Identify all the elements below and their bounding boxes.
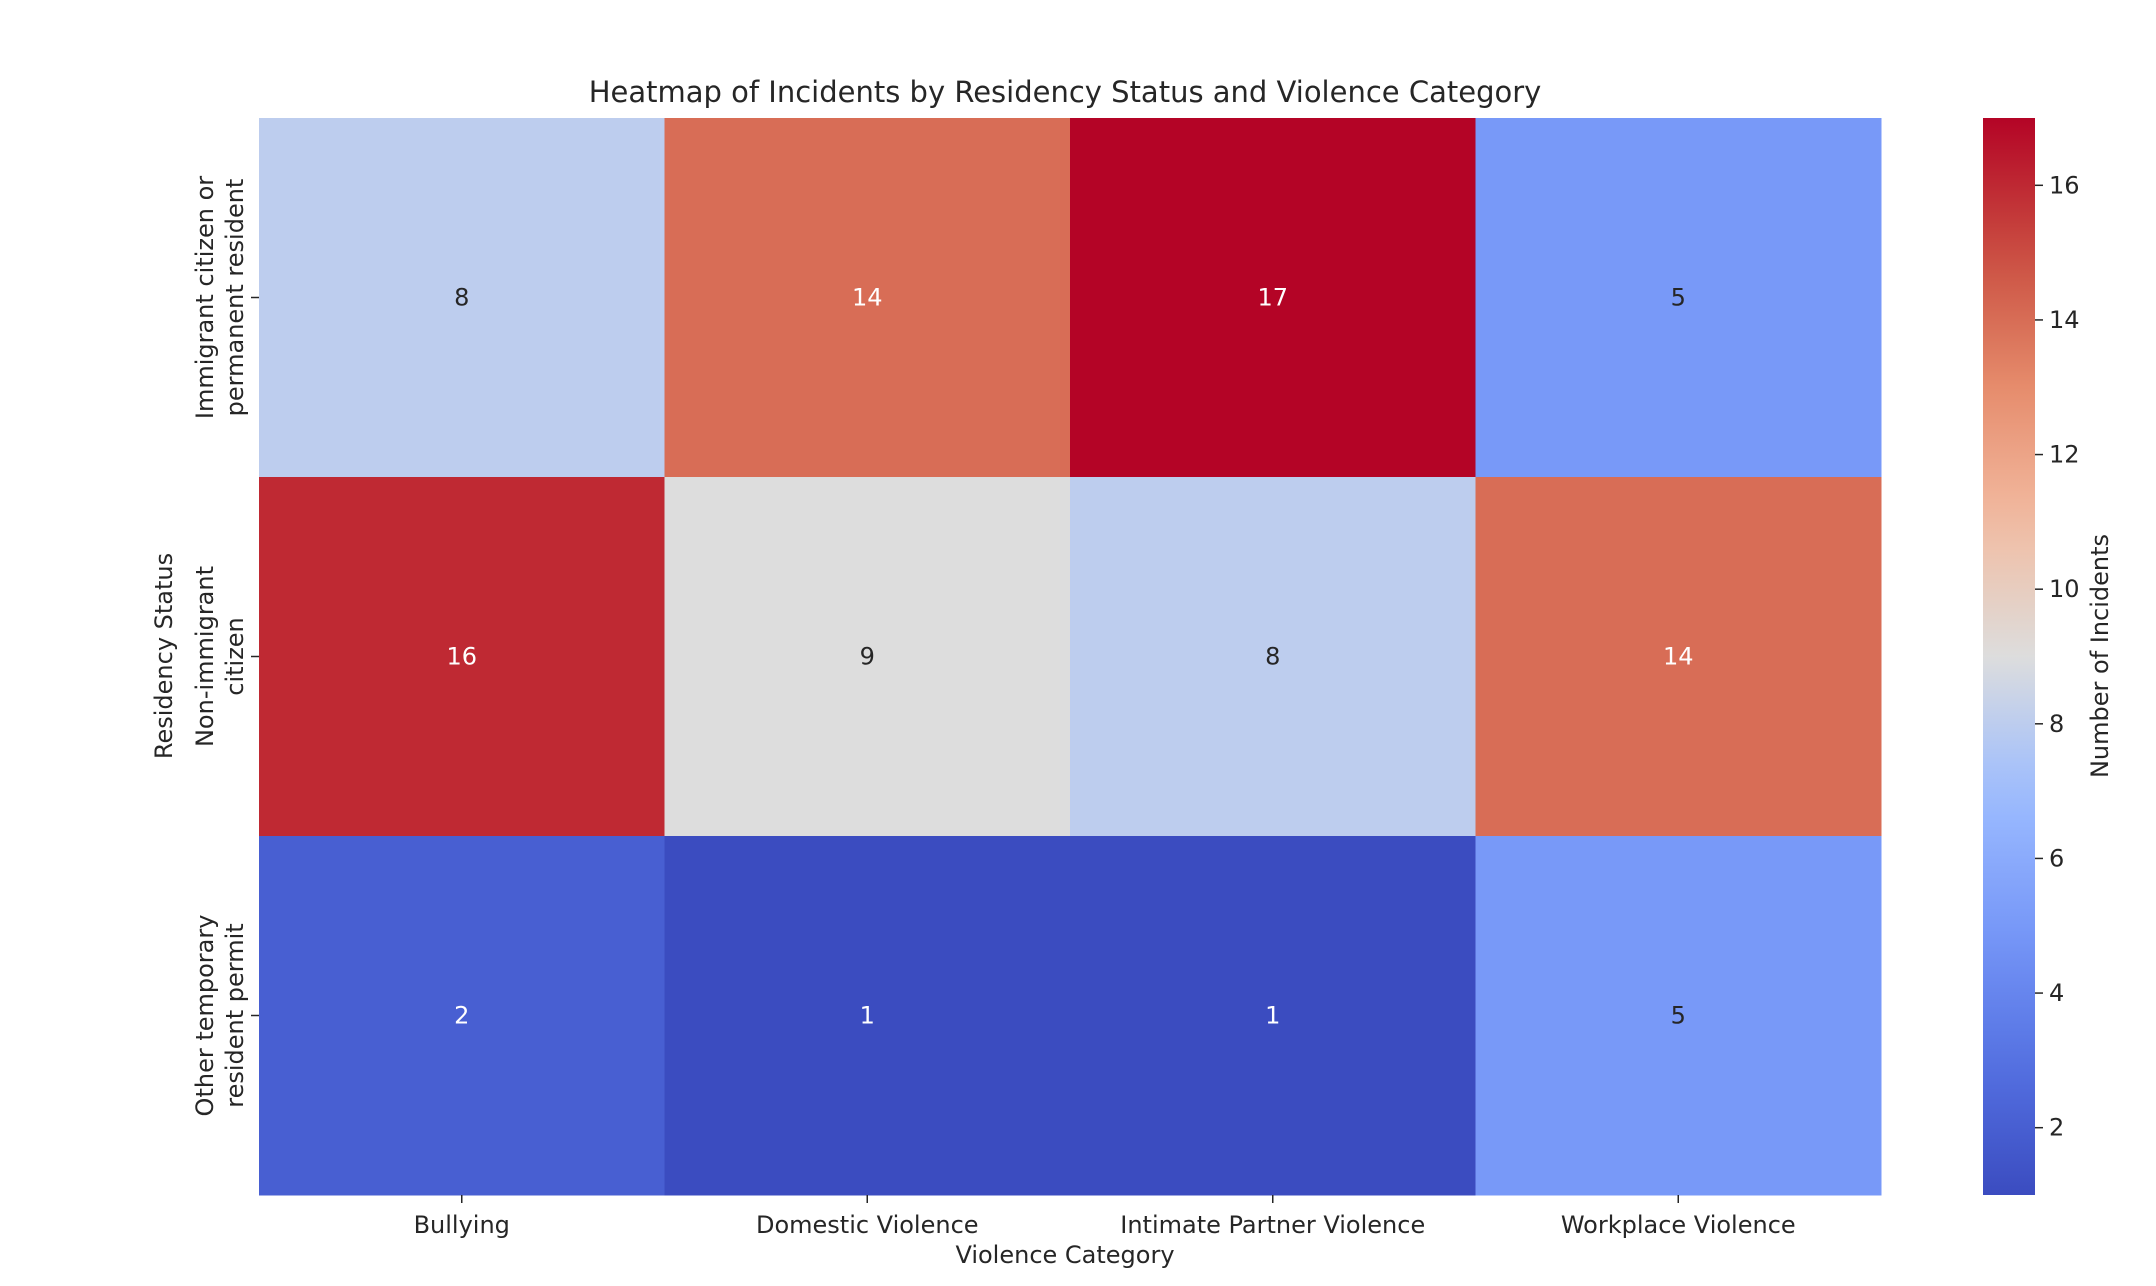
colorbar: 2 4 6 8 10 12 14 16 Number of Incidents <box>1983 118 2114 1195</box>
heatmap-cell <box>1070 836 1476 1196</box>
colorbar-tick-label: 8 <box>2049 710 2064 738</box>
x-axis-ticks: Bullying Domestic Violence Intimate Partne… <box>414 1195 1796 1239</box>
heatmap-cell <box>259 836 665 1196</box>
heatmap-cell <box>1475 118 1882 478</box>
colorbar-tick-label: 4 <box>2049 979 2064 1007</box>
cell-value-label: 16 <box>446 643 477 671</box>
colorbar-ticks: 2 4 6 8 10 12 14 16 <box>2035 171 2080 1142</box>
colorbar-label: Number of Incidents <box>2086 534 2114 778</box>
colorbar-tick-label: 6 <box>2049 844 2064 872</box>
heatmap-cell <box>1475 477 1882 837</box>
cell-value-label: 14 <box>1663 643 1694 671</box>
heatmap-cells: 8 14 17 5 16 9 8 14 2 1 1 5 <box>259 118 1882 1196</box>
cell-value-label: 1 <box>860 1002 875 1030</box>
colorbar-tick-label: 16 <box>2049 171 2080 199</box>
x-tick-label: Workplace Violence <box>1561 1211 1796 1239</box>
colorbar-tick-label: 10 <box>2049 575 2080 603</box>
chart-title: Heatmap of Incidents by Residency Status… <box>589 75 1542 109</box>
heatmap-cell <box>664 118 1071 478</box>
cell-value-label: 2 <box>454 1002 469 1030</box>
cell-value-label: 9 <box>860 643 875 671</box>
colorbar-tick-label: 14 <box>2049 306 2080 334</box>
cell-value-label: 5 <box>1671 1002 1686 1030</box>
heatmap-cell <box>259 118 665 478</box>
cell-value-label: 1 <box>1265 1002 1280 1030</box>
cell-value-label: 5 <box>1671 284 1686 312</box>
heatmap-cell <box>1070 477 1476 837</box>
y-tick-label: Other temporaryresident permit <box>191 915 249 1117</box>
y-tick-label: Non-immigrantcitizen <box>191 566 249 747</box>
heatmap-cell <box>1070 118 1476 478</box>
colorbar-gradient <box>1983 118 2035 1195</box>
heatmap-cell <box>1475 836 1882 1196</box>
y-tick-label: Immigrant citizen orpermanent resident <box>191 176 249 419</box>
heatmap-cell <box>664 477 1071 837</box>
colorbar-tick-label: 2 <box>2049 1114 2064 1142</box>
colorbar-tick-label: 12 <box>2049 441 2080 469</box>
x-tick-label: Intimate Partner Violence <box>1120 1211 1425 1239</box>
cell-value-label: 8 <box>454 284 469 312</box>
x-tick-label: Bullying <box>414 1211 510 1239</box>
cell-value-label: 8 <box>1265 643 1280 671</box>
x-tick-label: Domestic Violence <box>756 1211 979 1239</box>
y-axis-ticks: Immigrant citizen orpermanent resident No… <box>191 176 259 1117</box>
x-axis-label: Violence Category <box>955 1241 1174 1269</box>
heatmap-cell <box>664 836 1071 1196</box>
y-axis-label: Residency Status <box>150 553 178 759</box>
heatmap-cell <box>259 477 665 837</box>
cell-value-label: 14 <box>852 284 883 312</box>
cell-value-label: 17 <box>1257 284 1288 312</box>
